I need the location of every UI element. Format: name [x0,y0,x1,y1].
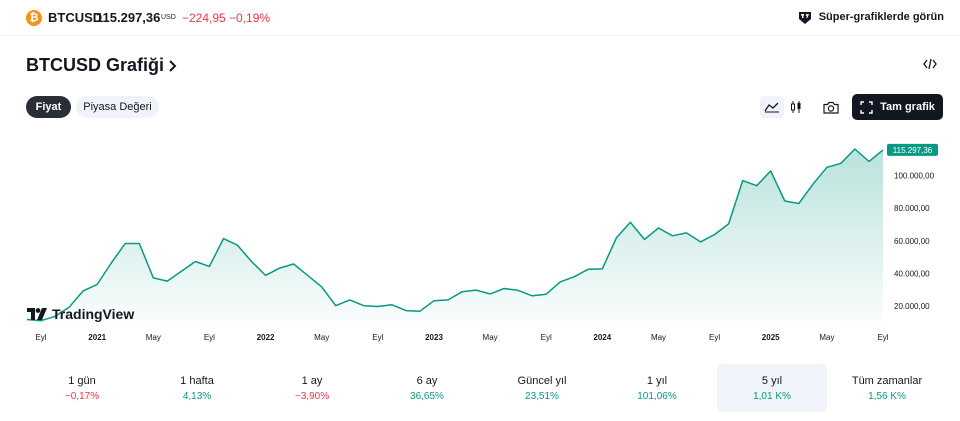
ticker-change-percent: −0,19% [229,11,271,25]
period-label: 6 ay [416,375,438,387]
x-tick-label: Eyl [877,333,888,342]
bitcoin-icon: ₿ [26,10,42,26]
x-tick-label: May [146,333,161,342]
period-5[interactable]: Güncel yıl 23,51% [487,364,597,412]
code-icon[interactable] [923,58,937,73]
x-tick-label: May [651,333,666,342]
camera-icon[interactable] [820,96,842,118]
super-charts-link[interactable]: Süper-grafiklerde görün [797,9,944,25]
page-title-text: BTCUSD Grafiği [26,55,165,75]
last-price-label: 115.297,36 [893,146,933,155]
tradingview-logo: TradingView [27,306,134,322]
period-label: 1 hafta [180,375,214,387]
x-tick-label: Eyl [204,333,215,342]
y-tick-label: 80.000,00 [894,204,930,213]
last-price-tag [887,143,938,156]
ticker-symbol[interactable]: BTCUSD [48,10,103,25]
x-tick-label: May [314,333,329,342]
period-label: 1 gün [68,375,96,387]
period-change: 4,13% [182,391,212,402]
chart-type-toggle [760,96,810,118]
chevron-right-icon [169,59,177,72]
x-tick-label: 2024 [593,333,611,342]
period-label: 1 ay [301,375,323,387]
period-2[interactable]: 1 hafta 4,13% [142,364,252,412]
x-tick-label: May [819,333,834,342]
period-change: 23,51% [525,391,559,402]
x-tick-label: 2025 [762,333,780,342]
x-tick-label: 2021 [88,333,106,342]
y-tick-label: 60.000,00 [894,237,930,246]
price-area [27,149,883,322]
x-tick-label: Eyl [372,333,383,342]
ticker-bar: ₿ BTCUSD 115.297,36 USD −224,95 −0,19% S… [0,0,960,36]
super-charts-icon [797,9,813,25]
period-8[interactable]: Tüm zamanlar 1,56 K% [832,364,942,412]
x-tick-label: Eyl [709,333,720,342]
full-chart-label: Tam grafik [880,101,935,113]
ticker-change: −224,95 [182,11,226,25]
x-tick-label: Eyl [541,333,552,342]
tradingview-logo-icon [27,308,47,320]
period-3[interactable]: 1 ay −3,90% [257,364,367,412]
y-tick-label: 40.000,00 [894,270,930,279]
period-change: 101,06% [637,391,677,402]
x-tick-label: 2023 [425,333,443,342]
y-tick-label: 100.000,00 [894,171,935,180]
page-title[interactable]: BTCUSD Grafiği [26,55,177,76]
period-label: Güncel yıl [517,375,567,387]
period-7[interactable]: 5 yıl 1,01 K% [717,364,827,412]
x-tick-label: May [483,333,498,342]
period-label: 1 yıl [646,375,668,387]
period-change: −0,17% [64,391,100,402]
tab-market-cap[interactable]: Piyasa Değeri [76,96,159,118]
period-4[interactable]: 6 ay 36,65% [372,364,482,412]
ticker-price: 115.297,36 [96,10,161,25]
fullscreen-icon [860,100,873,114]
price-line [26,148,884,322]
super-charts-label: Süper-grafiklerde görün [818,11,944,23]
period-change: 36,65% [410,391,444,402]
period-6[interactable]: 1 yıl 101,06% [602,364,712,412]
tab-price[interactable]: Fiyat [26,96,71,118]
area-chart-icon[interactable] [760,96,784,118]
period-label: 5 yıl [761,375,783,387]
period-change: −3,90% [294,391,330,402]
period-performance-bar: 1 gün −0,17% 1 hafta 4,13% 1 ay −3,90% 6 ay 36,… [0,364,960,412]
x-tick-label: Eyl [35,333,46,342]
y-tick-label: 20.000,00 [894,302,930,311]
period-label: Tüm zamanlar [851,375,923,387]
period-change: 1,56 K% [868,391,906,402]
period-1[interactable]: 1 gün −0,17% [27,364,137,412]
x-tick-label: 2022 [257,333,275,342]
candlestick-icon[interactable] [784,96,808,118]
period-change: 1,01 K% [753,391,791,402]
full-chart-button[interactable]: Tam grafik [852,94,943,120]
tradingview-logo-text: TradingView [52,306,135,322]
ticker-currency: USD [161,14,176,21]
